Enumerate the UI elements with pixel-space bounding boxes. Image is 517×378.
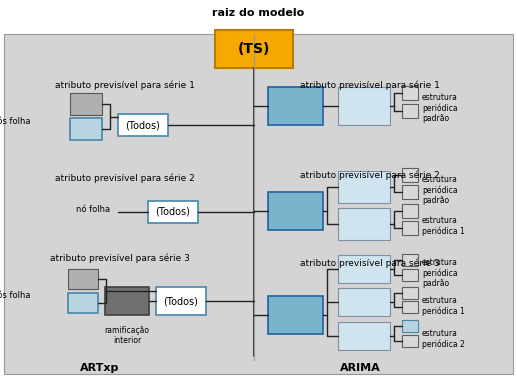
Text: nós folha: nós folha bbox=[0, 291, 30, 301]
Bar bbox=[402, 269, 418, 281]
Bar bbox=[105, 287, 149, 315]
Text: atributo previsível para série 2: atributo previsível para série 2 bbox=[300, 170, 440, 180]
Bar bbox=[156, 287, 206, 315]
Text: (TS): (TS) bbox=[238, 42, 270, 56]
Text: nó folha: nó folha bbox=[76, 206, 110, 214]
Text: (Todos): (Todos) bbox=[163, 296, 199, 306]
Bar bbox=[338, 171, 390, 203]
Bar bbox=[148, 201, 198, 223]
Bar bbox=[68, 293, 98, 313]
Bar bbox=[338, 255, 390, 283]
Text: (Todos): (Todos) bbox=[126, 120, 160, 130]
Bar bbox=[402, 204, 418, 218]
Text: atributo previsível para série 1: atributo previsível para série 1 bbox=[55, 81, 195, 90]
Bar bbox=[402, 185, 418, 199]
Text: estrutura
periódica 1: estrutura periódica 1 bbox=[422, 216, 465, 236]
Text: ARTxp: ARTxp bbox=[80, 363, 120, 373]
Bar bbox=[402, 104, 418, 118]
Text: ARIMA: ARIMA bbox=[340, 363, 381, 373]
Bar bbox=[402, 254, 418, 266]
Text: ramificação
interior: ramificação interior bbox=[104, 326, 149, 345]
Text: atributo previsível para série 3: atributo previsível para série 3 bbox=[300, 259, 440, 268]
Bar bbox=[402, 287, 418, 299]
Text: estrutura
periódica
padrão: estrutura periódica padrão bbox=[422, 93, 458, 123]
Bar bbox=[70, 118, 102, 140]
Text: estrutura
periódica 2: estrutura periódica 2 bbox=[422, 329, 465, 349]
Bar bbox=[402, 168, 418, 182]
Text: estrutura
periódica
padrão: estrutura periódica padrão bbox=[422, 258, 458, 288]
Bar bbox=[268, 296, 323, 334]
Bar bbox=[338, 322, 390, 350]
Text: atributo previsível para série 1: atributo previsível para série 1 bbox=[300, 81, 440, 90]
Bar bbox=[402, 320, 418, 332]
Text: (Todos): (Todos) bbox=[156, 207, 190, 217]
Text: estrutura
periódica 1: estrutura periódica 1 bbox=[422, 296, 465, 316]
Text: raiz do modelo: raiz do modelo bbox=[212, 8, 304, 18]
Text: nós folha: nós folha bbox=[0, 118, 30, 127]
Bar bbox=[402, 335, 418, 347]
Bar bbox=[118, 114, 168, 136]
Bar bbox=[268, 192, 323, 230]
Text: estrutura
periódica
padrão: estrutura periódica padrão bbox=[422, 175, 458, 205]
Bar bbox=[338, 208, 390, 240]
Text: atributo previsível para série 2: atributo previsível para série 2 bbox=[55, 174, 195, 183]
Bar bbox=[338, 87, 390, 125]
Text: atributo previsível para série 3: atributo previsível para série 3 bbox=[50, 254, 190, 263]
Bar bbox=[4, 34, 513, 374]
Bar bbox=[68, 269, 98, 289]
Bar bbox=[70, 93, 102, 115]
Bar bbox=[402, 86, 418, 100]
Bar bbox=[402, 221, 418, 235]
Bar bbox=[338, 288, 390, 316]
Bar bbox=[402, 301, 418, 313]
Bar bbox=[268, 87, 323, 125]
Bar bbox=[215, 30, 293, 68]
